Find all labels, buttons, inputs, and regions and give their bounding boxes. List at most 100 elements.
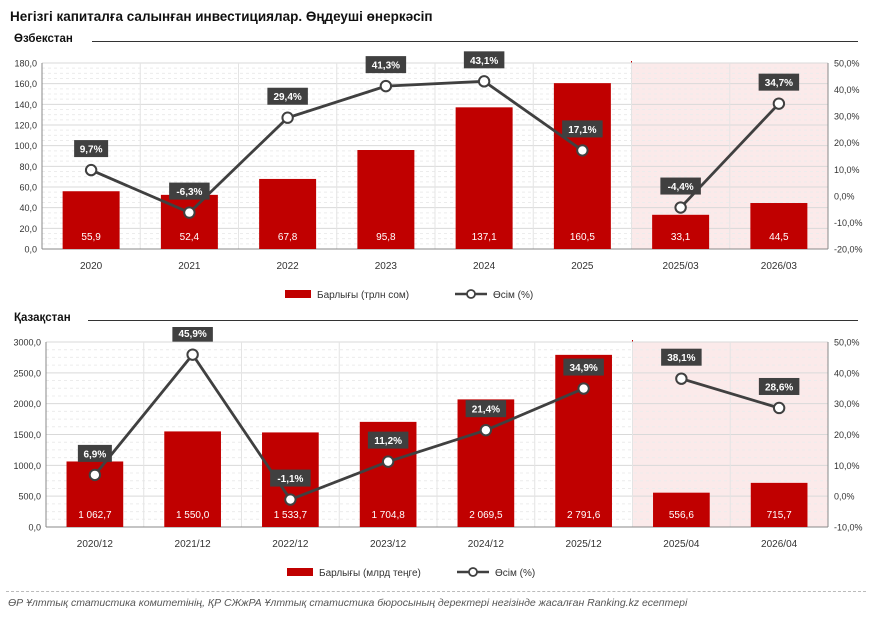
- x-axis-tick-label: 2020: [80, 261, 103, 272]
- chart-uzbekistan: 0,0 20,0 40,0 60,0 80,0 100,0 120,0 140,0 160,0 1…: [14, 51, 863, 301]
- growth-point: [381, 455, 395, 468]
- left-axis-tick-label: 80,0: [19, 162, 37, 172]
- growth-label-box: [758, 377, 800, 395]
- right-axis-tick-label: 0,0%: [834, 492, 855, 502]
- right-axis-tick-label: 20,0%: [834, 430, 860, 440]
- section-title-uzbekistan: Өзбекстан: [14, 33, 73, 45]
- x-axis-tick-label: 2025/03: [663, 261, 700, 272]
- bar-value-label: 33,1: [671, 232, 691, 243]
- bar: [457, 399, 515, 527]
- left-axis-tick-label: 140,0: [14, 100, 37, 110]
- bar: [164, 431, 221, 527]
- left-axis-tick-label: 40,0: [19, 203, 37, 213]
- growth-value-label: 17,1%: [568, 125, 596, 136]
- bar-value-label: 2 791,6: [567, 510, 601, 521]
- footer-divider: [6, 591, 866, 592]
- left-axis-tick-label: 1000,0: [13, 461, 41, 471]
- bar: [259, 178, 317, 249]
- growth-point: [479, 423, 493, 437]
- bar: [750, 203, 808, 249]
- x-axis-tick-label: 2024: [473, 261, 496, 272]
- x-axis-tick-label: 2020/12: [77, 539, 114, 550]
- legend-label-line: Өсім (%): [493, 290, 533, 301]
- bar: [357, 150, 415, 249]
- growth-point: [284, 493, 297, 506]
- left-axis-tick-label: 1500,0: [13, 430, 41, 440]
- bar: [553, 83, 611, 250]
- legend-swatch-bars: [287, 568, 313, 576]
- bar-value-label: 44,5: [769, 232, 789, 243]
- section-divider: [92, 41, 858, 42]
- growth-point: [379, 79, 393, 93]
- x-axis-tick-label: 2021: [178, 261, 201, 272]
- x-axis-tick-label: 2026/04: [761, 539, 798, 550]
- growth-label-box: [562, 120, 603, 138]
- growth-point: [84, 163, 98, 177]
- growth-point: [576, 144, 589, 157]
- growth-point: [772, 401, 786, 415]
- legend-swatch-bars: [285, 290, 311, 298]
- growth-value-label: 11,2%: [374, 436, 402, 447]
- right-axis-tick-label: 30,0%: [834, 399, 860, 409]
- x-axis-tick-label: 2025/04: [663, 539, 700, 550]
- growth-value-label: 43,1%: [470, 56, 498, 67]
- right-axis-tick-label: 10,0%: [834, 461, 860, 471]
- bar-value-label: 55,9: [81, 232, 101, 243]
- x-axis-tick-label: 2025: [571, 261, 594, 272]
- right-axis-tick-label: 10,0%: [834, 165, 860, 175]
- bar: [653, 492, 710, 527]
- legend-swatch-marker: [466, 289, 476, 299]
- bar-value-label: 95,8: [376, 232, 396, 243]
- growth-series-line: [93, 352, 585, 502]
- legend-label-bars: Барлығы (трлн сом): [317, 290, 409, 301]
- right-axis-tick-label: -10,0%: [834, 523, 863, 533]
- legend-swatch-marker: [468, 567, 478, 577]
- growth-value-label: 28,6%: [765, 382, 793, 393]
- growth-label-box: [660, 177, 701, 195]
- growth-point: [477, 75, 491, 88]
- left-axis-tick-label: 2000,0: [13, 399, 41, 409]
- growth-label-box: [77, 444, 112, 462]
- growth-label-box: [367, 431, 409, 449]
- bar-value-label: 137,1: [472, 232, 497, 243]
- x-axis-tick-label: 2022: [277, 261, 300, 272]
- section-title-kazakhstan: Қазақстан: [14, 312, 71, 324]
- growth-value-label: 9,7%: [80, 145, 103, 156]
- growth-point: [577, 382, 590, 395]
- left-axis-tick-label: 2500,0: [13, 368, 41, 378]
- bar-value-label: 52,4: [180, 232, 200, 243]
- growth-value-label: 6,9%: [83, 449, 106, 460]
- bar-value-label: 715,7: [767, 510, 792, 521]
- section-divider: [88, 320, 858, 321]
- growth-label-box: [270, 469, 311, 487]
- left-axis-tick-label: 100,0: [14, 141, 37, 151]
- bar-value-label: 2 069,5: [469, 510, 503, 521]
- growth-point: [675, 372, 688, 385]
- x-axis-tick-label: 2024/12: [468, 539, 505, 550]
- left-axis-tick-label: 0,0: [24, 245, 37, 255]
- x-axis-tick-label: 2021/12: [175, 539, 212, 550]
- left-axis-tick-label: 3000,0: [13, 338, 41, 348]
- growth-label-box: [169, 182, 210, 200]
- growth-value-label: 34,9%: [569, 363, 597, 374]
- growth-label-box: [172, 327, 213, 342]
- growth-label-box: [267, 87, 308, 105]
- growth-value-label: -4,4%: [668, 182, 694, 193]
- left-axis-tick-label: 500,0: [18, 492, 41, 502]
- x-axis-tick-label: 2022/12: [272, 539, 309, 550]
- x-axis-tick-label: 2026/03: [761, 261, 798, 272]
- bar: [555, 354, 612, 527]
- growth-point: [772, 97, 786, 110]
- right-axis-tick-label: 40,0%: [834, 368, 860, 378]
- x-axis-tick-label: 2025/12: [566, 539, 603, 550]
- growth-value-label: 38,1%: [667, 353, 695, 364]
- growth-series-line: [680, 377, 780, 410]
- source-footnote: ӨР Ұлттық статистика комитетінің, ҚР СЖж…: [8, 597, 688, 609]
- x-axis-tick-label: 2023/12: [370, 539, 407, 550]
- right-axis-tick-label: 40,0%: [834, 85, 860, 95]
- right-axis-tick-label: 30,0%: [834, 112, 860, 122]
- growth-point: [88, 468, 102, 482]
- growth-value-label: 21,4%: [472, 405, 500, 416]
- growth-point: [186, 348, 199, 361]
- bar: [652, 214, 710, 249]
